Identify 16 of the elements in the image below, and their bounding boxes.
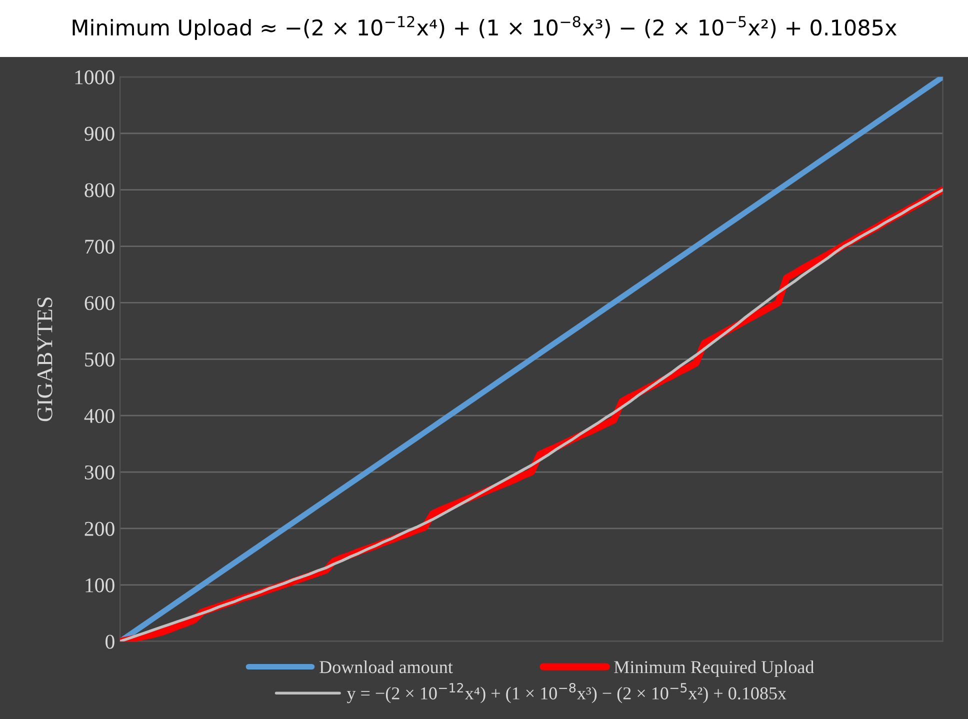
y-tick-label: 200 [84, 522, 114, 536]
chart-title: Minimum Upload ≈ −(2 × 10$^{−12}$x⁴) + (1 × 10$^{−8}$x³) − (2 × 10$^{−5}$x²) + 0.1085x [72, 16, 897, 40]
legend-label: y = −(2 × 10$^{−12}$x⁴) + (1 × 10$^{−8}$x³) − (2 × 10$^{−5}$x²) + 0.1085x [346, 682, 786, 704]
legend-label: Minimum Required Upload [614, 660, 814, 677]
y-tick-label: 400 [84, 408, 114, 424]
y-tick-label: 900 [84, 126, 114, 141]
y-tick-label: 500 [85, 352, 114, 367]
y-tick-label: 700 [85, 240, 114, 254]
y-tick-label: 300 [84, 465, 114, 480]
legend-label: Download amount [320, 660, 453, 674]
y-tick-label: 100 [86, 578, 114, 592]
y-tick-label: 1000 [75, 70, 114, 84]
y-axis-title: GIGABYTES [37, 298, 52, 422]
y-tick-label: 0 [106, 634, 114, 649]
y-tick-label: 800 [84, 183, 114, 198]
y-tick-label: 600 [84, 296, 114, 310]
